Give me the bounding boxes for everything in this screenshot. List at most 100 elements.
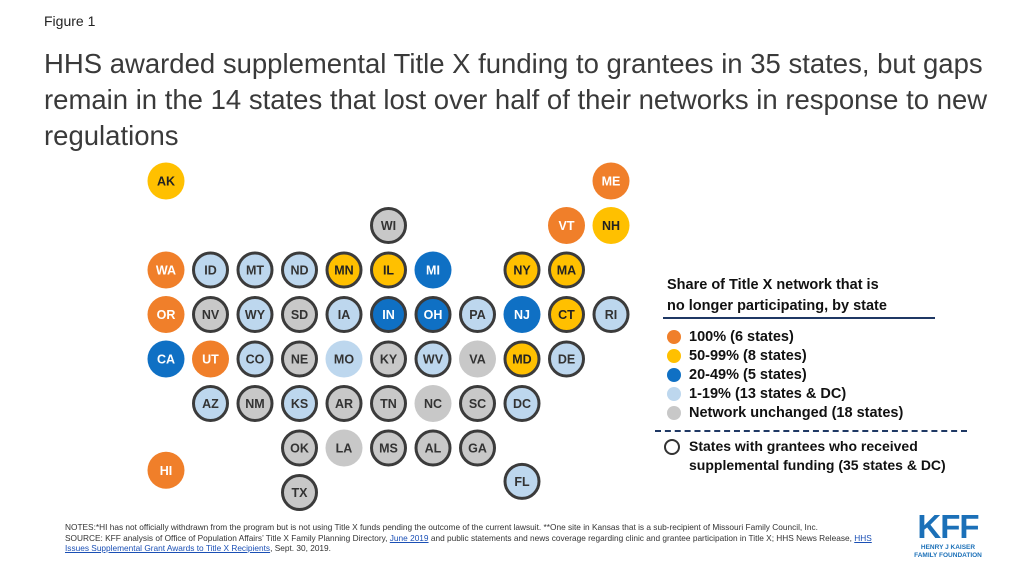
state-label: MD (512, 353, 531, 367)
source-link-hhs-release[interactable]: HHS Issues Supplemental Grant Awards to … (65, 532, 872, 554)
state-label: SC (469, 397, 486, 411)
legend-label: 20-49% (5 states) (689, 367, 807, 383)
state-label: NC (424, 397, 442, 411)
state-tile-ok: OK (281, 429, 318, 467)
state-tile-ga: GA (459, 429, 496, 467)
state-circle (236, 296, 274, 333)
source-link-june-2019[interactable]: June 2019 (389, 532, 429, 543)
state-circle (503, 340, 541, 378)
state-label: LA (336, 442, 353, 456)
state-label: MN (334, 264, 353, 278)
state-label: MT (246, 264, 264, 278)
state-circle (548, 340, 585, 378)
state-label: NJ (514, 308, 530, 322)
state-tile-il: IL (370, 251, 407, 289)
state-label: WA (156, 264, 176, 278)
state-tile-va: VA (459, 340, 496, 378)
state-label: ND (290, 264, 308, 278)
notes-line: NOTES:*HI has not officially withdrawn f… (65, 522, 818, 532)
state-circle (503, 296, 541, 333)
state-label: SD (291, 308, 308, 322)
state-label: FL (514, 475, 530, 489)
state-circle (414, 385, 452, 422)
state-tile-ut: UT (192, 340, 229, 378)
state-tile-md: MD (503, 340, 541, 378)
state-circle (370, 385, 407, 422)
state-tile-or: OR (147, 296, 185, 333)
logo-mark: KFF (917, 508, 979, 545)
state-label: AK (157, 175, 175, 189)
state-label: AZ (202, 397, 219, 411)
state-tile-nh: NH (592, 207, 630, 244)
source-line: SOURCE: KFF analysis of Office of Popula… (65, 533, 895, 554)
state-circle (370, 207, 407, 244)
state-circle (325, 340, 363, 378)
state-label: NM (245, 397, 264, 411)
state-circle (548, 296, 585, 333)
state-label: OH (424, 308, 443, 322)
state-tile-tn: TN (370, 385, 407, 422)
state-tile-nm: NM (236, 385, 274, 422)
state-tile-wv: WV (414, 340, 452, 378)
state-tile-wi: WI (370, 207, 407, 244)
state-tile-tx: TX (281, 474, 318, 511)
legend-swatch-20-49 (667, 368, 681, 382)
state-circle (503, 251, 541, 289)
state-label: CT (558, 308, 575, 322)
state-label: IL (383, 264, 394, 278)
state-label: NY (513, 264, 531, 278)
state-label: WV (423, 353, 444, 367)
state-tile-ia: IA (325, 296, 363, 333)
state-circle (281, 340, 318, 378)
legend-divider (655, 430, 967, 432)
state-circle (592, 162, 630, 200)
state-circle (325, 251, 363, 289)
state-tile-ms: MS (370, 429, 407, 467)
state-tile-ca: CA (147, 340, 185, 378)
logo-line1: HENRY J KAISER (920, 544, 976, 551)
state-circle (459, 429, 496, 467)
legend-swatch-1-19 (667, 387, 681, 401)
legend-label: 100% (6 states) (689, 329, 794, 345)
state-circle (236, 340, 274, 378)
state-circle (414, 340, 452, 378)
state-label: GA (468, 442, 487, 456)
state-circle (370, 340, 407, 378)
figure-label: Figure 1 (44, 13, 96, 29)
state-tile-fl: FL (503, 462, 541, 500)
legend-item-50-99: 50-99% (8 states) (667, 347, 807, 365)
legend-underline (663, 317, 935, 319)
legend-label: 50-99% (8 states) (689, 348, 807, 364)
state-label: KY (380, 353, 398, 367)
state-circle (325, 385, 363, 422)
state-circle (281, 385, 318, 422)
state-label: RI (605, 308, 618, 322)
state-tile-id: ID (192, 251, 229, 289)
state-circle (281, 429, 318, 467)
state-tile-dc: DC (503, 385, 541, 422)
state-label: NV (202, 308, 220, 322)
legend-title-line2: no longer participating, by state (667, 298, 887, 314)
state-circle (459, 385, 496, 422)
state-circle (325, 429, 363, 467)
state-label: MS (379, 442, 398, 456)
state-circle (370, 251, 407, 289)
legend-supplemental-line1: States with grantees who received (689, 438, 918, 454)
state-label: OR (157, 308, 176, 322)
state-tile-mi: MI (414, 251, 452, 289)
state-circle (192, 251, 229, 289)
state-label: MI (426, 264, 440, 278)
state-circle (459, 296, 496, 333)
state-label: NH (602, 219, 620, 233)
source-prefix: SOURCE: KFF analysis of Office of Popula… (65, 532, 390, 543)
state-circle (192, 296, 229, 333)
state-tile-ri: RI (592, 296, 630, 333)
state-circle (236, 251, 274, 289)
state-circle (147, 340, 185, 378)
state-circle (370, 429, 407, 467)
state-circle (147, 162, 185, 200)
state-label: MA (557, 264, 576, 278)
state-label: DE (558, 353, 575, 367)
state-circle (459, 340, 496, 378)
